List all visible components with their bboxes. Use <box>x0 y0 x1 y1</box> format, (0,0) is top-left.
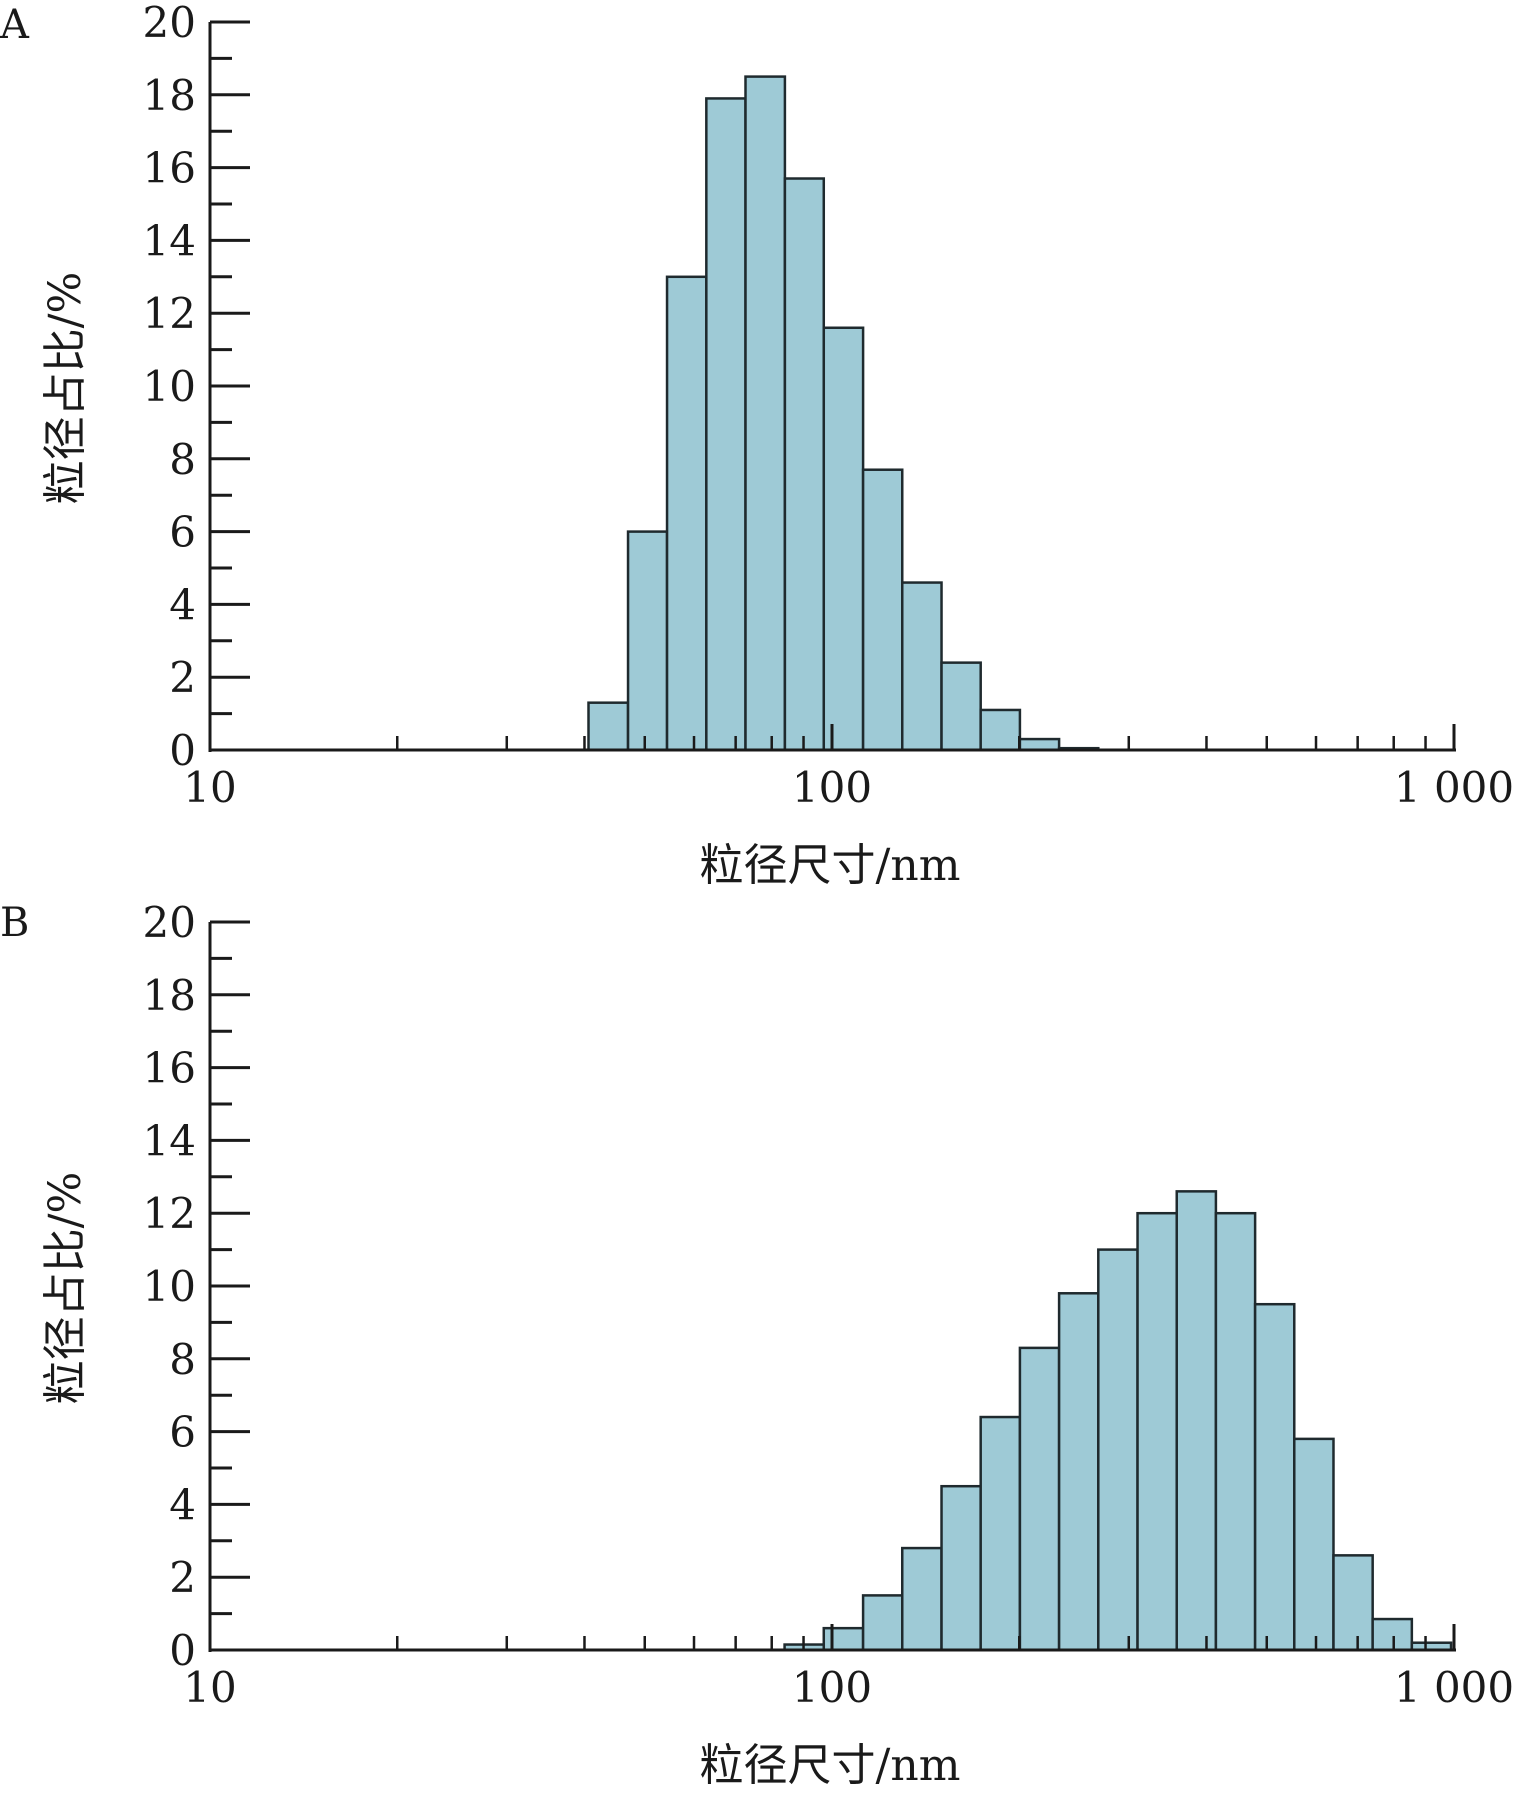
y-tick-labels: 0 2 4 6 8 10 12 14 16 18 20 <box>143 898 196 1675</box>
bar <box>1214 1211 1257 1652</box>
y-axis-label: 粒径占比/% <box>40 1172 91 1405</box>
y-tick-label: 4 <box>169 1480 196 1529</box>
y-tick-label: 4 <box>169 580 196 629</box>
x-tick-labels: 10 100 1 000 <box>183 1663 1514 1712</box>
y-tick-label: 16 <box>143 144 196 193</box>
bar <box>1018 737 1061 752</box>
bar <box>1253 1302 1296 1652</box>
y-tick-label: 2 <box>169 1553 196 1602</box>
bar <box>1332 1554 1374 1652</box>
bar <box>900 581 943 752</box>
y-tick-label: 2 <box>169 653 196 702</box>
y-tick-label: 0 <box>169 726 196 775</box>
bars <box>587 75 1100 752</box>
bars <box>783 1190 1453 1652</box>
bar <box>979 1415 1022 1652</box>
y-tick-label: 14 <box>143 216 196 265</box>
x-tick-label: 10 <box>183 1663 236 1712</box>
bar <box>861 1594 904 1652</box>
bar <box>1175 1190 1218 1652</box>
y-tick-label: 16 <box>143 1044 196 1093</box>
y-tick-label: 0 <box>169 1626 196 1675</box>
bar <box>705 97 747 752</box>
x-axis-label: 粒径尺寸/nm <box>700 1740 961 1791</box>
x-tick-label: 100 <box>792 1663 872 1712</box>
bar <box>783 177 826 752</box>
y-axis-label: 粒径占比/% <box>40 272 91 505</box>
bar <box>1371 1617 1414 1652</box>
y-tick-label: 12 <box>143 289 196 338</box>
y-tick-label: 10 <box>143 362 196 411</box>
x-tick-labels: 10 100 1 000 <box>183 763 1514 812</box>
y-tick-label: 8 <box>169 1335 196 1384</box>
bar <box>626 530 669 752</box>
panel-label: A <box>0 2 30 48</box>
bar <box>940 1484 982 1652</box>
y-tick-label: 18 <box>143 971 196 1020</box>
bar <box>587 701 630 752</box>
y-tick-label: 12 <box>143 1189 196 1238</box>
bar <box>1293 1437 1335 1652</box>
panel-label: B <box>0 900 29 946</box>
bar <box>744 75 787 752</box>
bar <box>1097 1248 1139 1652</box>
y-tick-label: 6 <box>169 1408 196 1457</box>
y-tick-label: 18 <box>143 71 196 120</box>
x-tick-label: 10 <box>183 763 236 812</box>
bar <box>1136 1211 1178 1652</box>
bar <box>940 661 982 752</box>
x-tick-label: 1 000 <box>1394 1663 1514 1712</box>
bar <box>979 708 1022 752</box>
panel-b: B 粒径占比/% 粒径尺寸/nm 0 2 4 6 8 10 12 14 16 18 20 10 100… <box>0 898 1514 1791</box>
y-tick-label: 20 <box>143 898 196 947</box>
y-tick-label: 20 <box>143 0 196 47</box>
bar <box>822 1626 865 1652</box>
bar <box>861 468 904 752</box>
bar <box>1057 1292 1100 1652</box>
y-tick-label: 14 <box>143 1116 196 1165</box>
bar <box>1018 1346 1061 1652</box>
bar <box>665 275 708 752</box>
y-tick-label: 8 <box>169 435 196 484</box>
x-tick-label: 1 000 <box>1394 763 1514 812</box>
bar <box>900 1546 943 1652</box>
panel-a: A 粒径占比/% 粒径尺寸/nm 0 2 4 6 8 10 12 14 16 18 20 10 100… <box>0 0 1514 891</box>
x-axis-label: 粒径尺寸/nm <box>700 840 961 891</box>
y-tick-labels: 0 2 4 6 8 10 12 14 16 18 20 <box>143 0 196 775</box>
y-tick-label: 10 <box>143 1262 196 1311</box>
x-tick-label: 100 <box>792 763 872 812</box>
y-tick-label: 6 <box>169 508 196 557</box>
bar <box>822 326 865 752</box>
